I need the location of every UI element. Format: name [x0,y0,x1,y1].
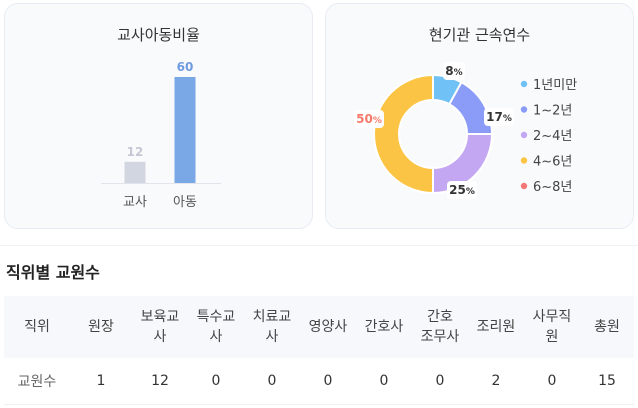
table-row: 교원수 1 12 0 0 0 0 0 2 0 15 [4,358,634,405]
legend-label: 1년미만 [533,78,577,93]
legend-label: 4~6년 [533,155,572,170]
cell-nutritionist: 0 [300,358,356,405]
tenure-card: 현기관 근속연수 8% 17% 25% 50% 1년미만 1~2년 2~4년 4~6년 6~8년 [325,3,634,229]
legend-label: 2~4년 [533,129,572,144]
slice-label-bg [354,110,384,128]
ratio-card-title: 교사아동비율 [117,26,200,44]
bar-1 [174,77,196,183]
header-special-teacher: 특수교 사 [188,296,244,358]
slice-label-bg [443,62,465,80]
header-total: 총원 [580,296,634,358]
header-office-staff: 사무직 원 [524,296,580,358]
slice-value-label: 25% [449,183,475,197]
header-cook: 조리원 [468,296,524,358]
cell-therapy-teacher: 0 [244,358,300,405]
legend-label: 6~8년 [533,180,572,195]
bar-category-label: 교사 [123,195,147,210]
header-nutritionist: 영양사 [300,296,356,358]
legend-marker [520,182,528,190]
teacher-child-ratio-card: 교사아동비율 12 교사 60 아동 [4,3,313,229]
staff-table-header-row: 직위 원장 보육교 사 특수교 사 치료교 사 영양사 간호사 간호 조무사 조… [4,296,634,358]
bar-value-label: 60 [177,60,194,74]
tenure-donut-chart: 8% 17% 25% 50% 1년미만 1~2년 2~4년 4~6년 6~8년 [354,62,577,199]
cell-nurse: 0 [356,358,412,405]
cell-childcare-teacher: 12 [132,358,188,405]
cell-office-staff: 0 [524,358,580,405]
cell-director: 1 [70,358,132,405]
cell-special-teacher: 0 [188,358,244,405]
slice-value-label: 8% [445,64,462,78]
legend-marker [520,80,528,88]
header-nurse: 간호사 [356,296,412,358]
header-childcare-teacher: 보육교 사 [132,296,188,358]
legend-label: 1~2년 [533,104,572,119]
header-director: 원장 [70,296,132,358]
donut-slice-3 [373,73,434,195]
row-label: 교원수 [4,358,70,405]
legend-marker [520,131,528,139]
cell-cook: 2 [468,358,524,405]
bar-value-label: 12 [127,145,144,159]
bar-category-label: 아동 [173,195,197,210]
legend-marker [520,157,528,164]
bar-0 [124,161,146,183]
staff-section-title: 직위별 교원수 [6,263,100,282]
cell-nurse-aide: 0 [412,358,468,405]
header-position: 직위 [4,296,70,358]
header-nurse-aide: 간호 조무사 [412,296,468,358]
slice-value-label: 50% [356,112,382,126]
header-therapy-teacher: 치료교 사 [244,296,300,358]
slice-label-bg [447,181,477,199]
legend-marker [520,106,528,113]
cell-total: 15 [580,358,634,405]
slice-value-label: 17% [486,110,512,124]
ratio-bar-chart: 12 교사 60 아동 [101,60,221,210]
tenure-card-title: 현기관 근속연수 [428,26,531,44]
section-divider [0,245,638,246]
slice-label-bg [484,108,514,126]
staff-table: 직위 원장 보육교 사 특수교 사 치료교 사 영양사 간호사 간호 조무사 조… [4,296,634,405]
